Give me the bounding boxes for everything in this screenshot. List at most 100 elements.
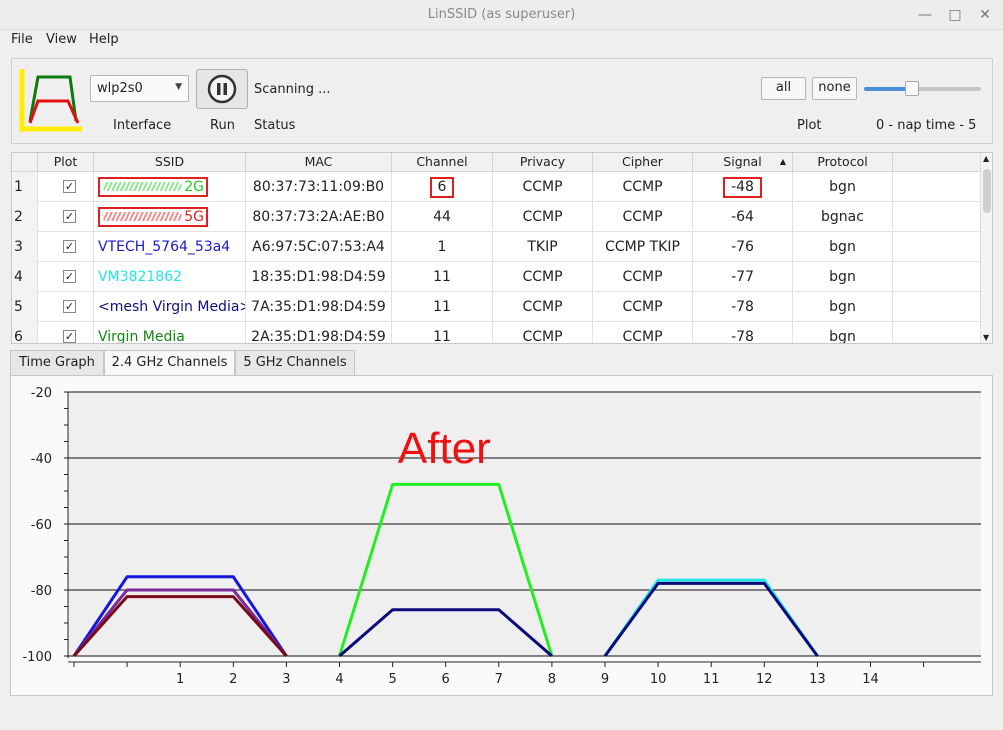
channel-cell: 6 (429, 177, 455, 198)
mac-cell: 18:35:D1:98:D4:59 (246, 262, 392, 292)
plot-checkbox[interactable]: ✓ (63, 270, 76, 283)
column-plot[interactable]: Plot (38, 153, 94, 172)
protocol-cell: bgn (829, 299, 856, 315)
plot-none-button[interactable]: none (812, 77, 857, 100)
minimize-icon[interactable]: — (918, 7, 932, 23)
x-tick-label: 5 (388, 672, 396, 687)
x-tick-label: 1 (176, 672, 184, 687)
plot-checkbox[interactable]: ✓ (63, 180, 76, 193)
plot-checkbox[interactable]: ✓ (63, 240, 76, 253)
x-tick-label: 7 (495, 672, 503, 687)
channel-cell: 11 (433, 329, 451, 344)
table-row[interactable]: 1 ✓ 2G 80:37:73:11:09:B0 6 CCMP CCMP -48 bgn (12, 172, 982, 202)
protocol-cell: bgn (829, 329, 856, 344)
signal-cell: -78 (731, 329, 754, 344)
table-row[interactable]: 5 ✓ <mesh Virgin Media> 7A:35:D1:98:D4:59 11… (12, 292, 982, 322)
pause-button[interactable] (196, 69, 248, 109)
signal-cell: -64 (731, 209, 754, 225)
column-cipher[interactable]: Cipher (593, 153, 693, 172)
table-header: Plot SSID MAC Channel Privacy Cipher Sig… (12, 153, 982, 172)
ssid-redacted: 2G (98, 177, 208, 197)
close-icon[interactable]: ✕ (979, 7, 991, 23)
table-row[interactable]: 2 ✓ 5G 80:37:73:2A:AE:B0 44 CCMP CCMP -64 bgnac (12, 202, 982, 232)
plot-all-button[interactable]: all (761, 77, 806, 100)
table-scrollbar[interactable]: ▲ ▼ (980, 153, 992, 343)
channel-trace (72, 575, 288, 657)
channel-trace (72, 595, 288, 657)
x-tick-label: 6 (442, 672, 450, 687)
channel-trace (338, 482, 554, 657)
pause-icon (207, 74, 237, 104)
ssid-text: VM3821862 (98, 269, 183, 285)
x-tick-label: 9 (601, 672, 609, 687)
plot-checkbox[interactable]: ✓ (63, 330, 76, 343)
scroll-down-icon[interactable]: ▼ (983, 333, 990, 342)
plot-checkbox[interactable]: ✓ (63, 210, 76, 223)
menu-view[interactable]: View (46, 32, 77, 47)
ssid-redacted: 5G (98, 207, 208, 227)
scroll-up-icon[interactable]: ▲ (983, 154, 990, 163)
table-row[interactable]: 6 ✓ Virgin Media 2A:35:D1:98:D4:59 11 CCMP CCM… (12, 322, 982, 344)
ssid-text: <mesh Virgin Media> (98, 299, 246, 315)
status-label: Status (254, 118, 296, 133)
row-number: 1 (12, 172, 38, 202)
tab-24ghz-channels[interactable]: 2.4 GHz Channels (104, 350, 235, 376)
privacy-cell: CCMP (522, 329, 563, 344)
status-text: Scanning ... (254, 82, 331, 97)
mac-cell: 7A:35:D1:98:D4:59 (246, 292, 392, 322)
channel-trace (338, 608, 553, 658)
x-tick-label: 13 (809, 672, 826, 687)
channel-cell: 1 (437, 239, 447, 255)
menu-help[interactable]: Help (89, 32, 119, 47)
signal-cell: -78 (731, 299, 754, 315)
table-row[interactable]: 4 ✓ VM3821862 18:35:D1:98:D4:59 11 CCMP CCMP -7… (12, 262, 982, 292)
signal-cell: -77 (731, 269, 754, 285)
after-annotation: After (398, 424, 491, 473)
column-protocol[interactable]: Protocol (793, 153, 893, 172)
row-number: 6 (12, 322, 38, 343)
nap-slider-handle[interactable] (905, 81, 919, 96)
cipher-cell: CCMP (622, 269, 663, 285)
channel-trace (72, 588, 288, 657)
sort-up-icon: ▲ (779, 157, 786, 166)
x-tick-label: 14 (862, 672, 879, 687)
signal-cell: -48 (723, 177, 762, 198)
tab-time-graph[interactable]: Time Graph (10, 350, 104, 375)
column-channel[interactable]: Channel (392, 153, 493, 172)
scrollbar-thumb[interactable] (983, 169, 991, 213)
title-bar: LinSSID (as superuser) — □ ✕ (0, 0, 1003, 30)
column-signal[interactable]: Signal ▲ (693, 153, 793, 172)
y-tick-label: -20 (31, 386, 52, 401)
column-mac[interactable]: MAC (246, 153, 392, 172)
protocol-cell: bgn (829, 239, 856, 255)
plot-label: Plot (797, 118, 822, 133)
maximize-icon[interactable]: □ (948, 7, 962, 23)
signal-cell: -76 (731, 239, 754, 255)
privacy-cell: CCMP (522, 299, 563, 315)
table-row[interactable]: 3 ✓ VTECH_5764_53a4 A6:97:5C:07:53:A4 1 TKIP C… (12, 232, 982, 262)
interface-select[interactable]: wlp2s0 ▼ (90, 75, 189, 102)
y-tick-label: -80 (31, 584, 52, 599)
protocol-cell: bgn (829, 269, 856, 285)
row-number: 3 (12, 232, 38, 262)
column-ssid[interactable]: SSID (94, 153, 246, 172)
y-tick-label: -100 (22, 650, 52, 665)
channel-plot-panel: -20 -40 -60 -80 -100 1 2 3 4 5 6 7 8 9 10 11 12 13 14 After (10, 375, 993, 696)
menu-file[interactable]: File (11, 32, 33, 47)
channel-cell: 11 (433, 299, 451, 315)
x-tick-label: 11 (703, 672, 720, 687)
x-tick-label: 2 (229, 672, 237, 687)
column-privacy[interactable]: Privacy (493, 153, 593, 172)
mac-cell: 2A:35:D1:98:D4:59 (246, 322, 392, 343)
nap-slider-track[interactable] (864, 87, 981, 91)
mac-cell: 80:37:73:11:09:B0 (246, 172, 392, 202)
cipher-cell: CCMP (622, 179, 663, 195)
protocol-cell: bgn (829, 179, 856, 195)
privacy-cell: CCMP (522, 179, 563, 195)
cipher-cell: CCMP (622, 329, 663, 344)
ssid-text: 2G (184, 179, 204, 195)
x-tick-label: 10 (650, 672, 667, 687)
plot-checkbox[interactable]: ✓ (63, 300, 76, 313)
tab-5ghz-channels[interactable]: 5 GHz Channels (235, 350, 355, 375)
channel-trace (603, 581, 819, 657)
